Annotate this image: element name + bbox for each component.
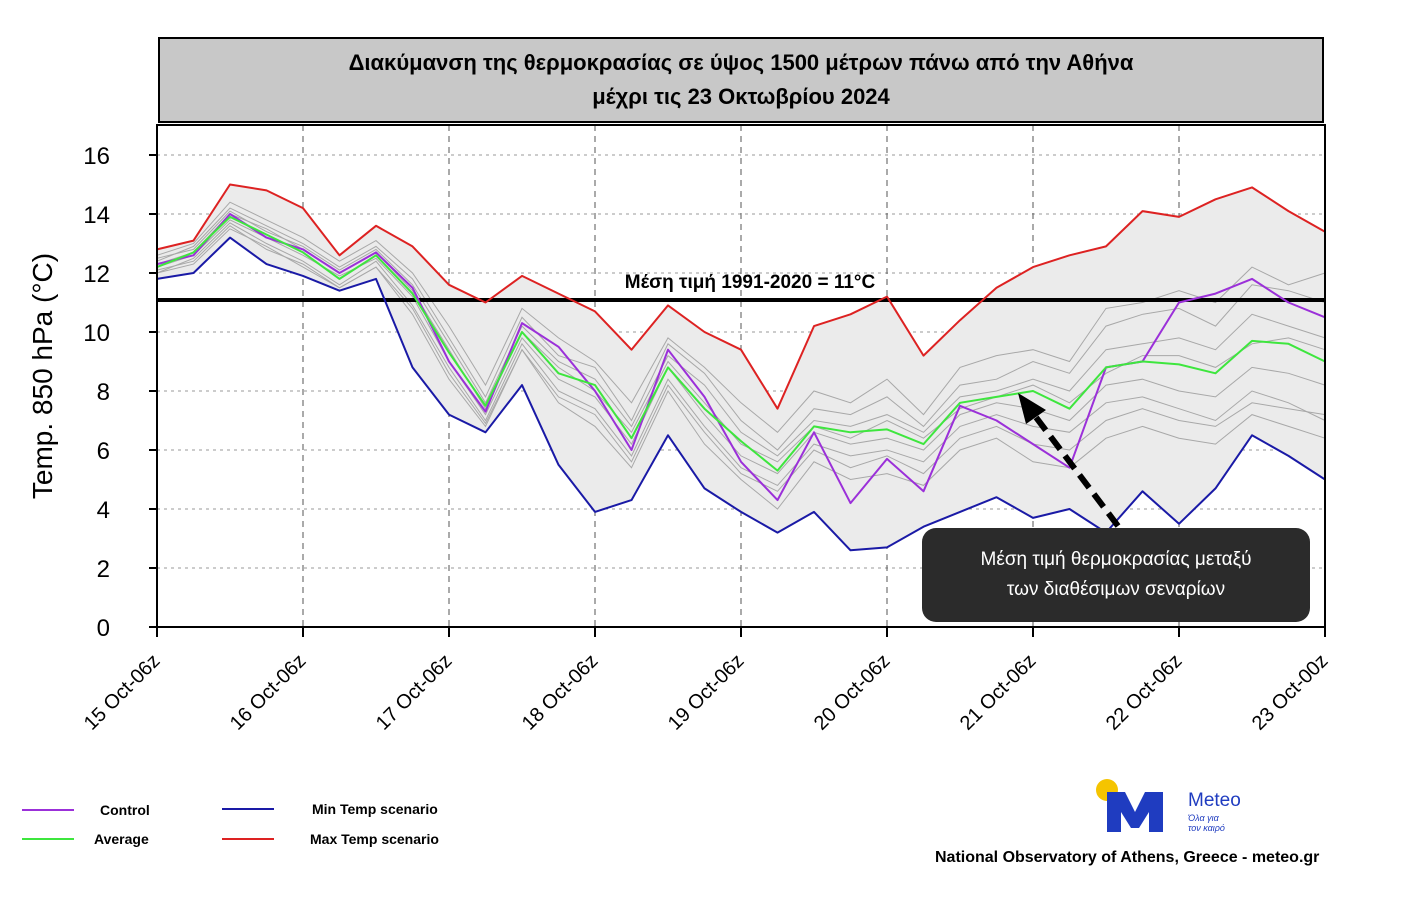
legend-item-min: Min Temp scenario: [222, 801, 438, 817]
logo-tagline-line2: τον καιρό: [1188, 823, 1225, 833]
series-line-min-temp-scenario: [156, 236, 1326, 552]
callout-line2: των διαθέσιμων σεναρίων: [1006, 579, 1226, 600]
ensemble-member-line: [156, 210, 1326, 457]
legend-item-control: Control: [22, 802, 150, 818]
ensemble-member-line: [156, 222, 1326, 487]
ensemble-member-line: [156, 201, 1326, 433]
legend-label-min: Min Temp scenario: [312, 801, 438, 817]
x-tick-label: 23 Oct-00z: [1248, 650, 1333, 735]
logo-tagline-line1: Όλα για: [1188, 813, 1219, 823]
y-tick-label: 0: [97, 615, 110, 642]
average-callout: Μέση τιμή θερμοκρασίας μεταξύ των διαθέσ…: [922, 528, 1310, 622]
chart-title-line2: μέχρι τις 23 Οκτωβρίου 2024: [592, 84, 890, 109]
x-tick-label: 15 Oct-06z: [80, 650, 165, 735]
series-lines: [156, 183, 1326, 552]
spread-band: [157, 184, 1325, 551]
series-line-average: [156, 215, 1326, 472]
legend-label-max: Max Temp scenario: [310, 831, 439, 847]
legend-item-average: Average: [22, 831, 149, 847]
meteo-logo: [1096, 779, 1163, 832]
x-tick-label: 22 Oct-06z: [1102, 650, 1187, 735]
chart-title-box: Διακύμανση της θερμοκρασίας σε ύψος 1500…: [158, 37, 1324, 123]
legend-swatch-average: [22, 838, 74, 840]
x-tick-label: 16 Oct-06z: [226, 650, 311, 735]
legend-label-control: Control: [100, 802, 150, 818]
logo-name: Meteo: [1188, 790, 1241, 811]
y-axis-label: Temp. 850 hPa (°C): [27, 253, 58, 499]
x-tick-label: 17 Oct-06z: [372, 650, 457, 735]
chart-title-line1: Διακύμανση της θερμοκρασίας σε ύψος 1500…: [348, 50, 1134, 75]
y-tick-label: 6: [97, 438, 110, 465]
logo-tagline: Όλα για τον καιρό: [1188, 813, 1225, 833]
y-tick-label: 16: [83, 143, 110, 170]
y-axis: 0 2 4 6 8 10 12 14 16: [83, 143, 157, 642]
legend-swatch-control: [22, 809, 74, 811]
y-tick-label: 12: [83, 261, 110, 288]
x-axis: 15 Oct-06z 16 Oct-06z 17 Oct-06z 18 Oct-06z…: [80, 627, 1333, 735]
y-tick-label: 10: [83, 320, 110, 347]
m-mark-icon: [1107, 792, 1163, 832]
ensemble-member-line: [156, 228, 1326, 492]
legend-label-average: Average: [94, 831, 149, 847]
legend-swatch-min: [222, 808, 274, 810]
ensemble-member-line: [156, 207, 1326, 451]
y-tick-label: 8: [97, 379, 110, 406]
series-line-max-temp-scenario: [156, 183, 1326, 410]
climate-mean-label: Μέση τιμή 1991-2020 = 11°C: [625, 272, 876, 293]
callout-arrow: [1018, 393, 1121, 528]
y-tick-label: 2: [97, 556, 110, 583]
x-tick-label: 21 Oct-06z: [956, 650, 1041, 735]
x-tick-label: 19 Oct-06z: [664, 650, 749, 735]
x-tick-label: 20 Oct-06z: [810, 650, 895, 735]
credit-text: National Observatory of Athens, Greece -…: [935, 849, 1320, 866]
legend-swatch-max: [222, 838, 274, 840]
y-tick-label: 4: [97, 497, 110, 524]
callout-line1: Μέση τιμή θερμοκρασίας μεταξύ: [980, 549, 1252, 570]
x-tick-label: 18 Oct-06z: [518, 650, 603, 735]
y-tick-label: 14: [83, 202, 110, 229]
legend-item-max: Max Temp scenario: [222, 831, 439, 847]
